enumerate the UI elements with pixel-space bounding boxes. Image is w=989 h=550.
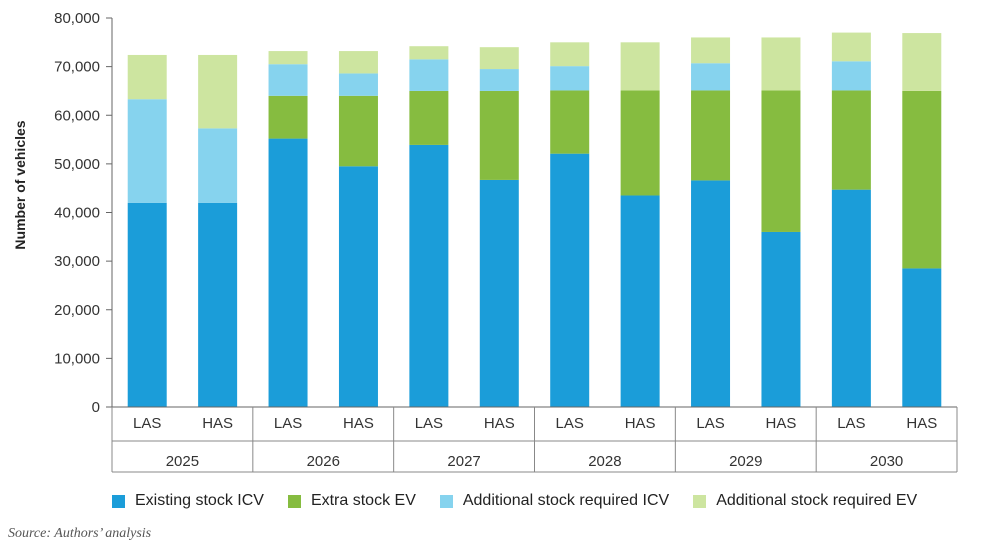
y-tick-label: 50,000 — [54, 156, 100, 173]
bar-segment — [831, 90, 871, 190]
legend-label: Extra stock EV — [310, 492, 416, 509]
y-tick-label: 10,000 — [54, 350, 100, 367]
bar-segment — [268, 64, 308, 96]
legend-item: Existing stock ICV — [112, 492, 264, 510]
x-group-label: 2028 — [588, 453, 621, 470]
y-tick-label: 30,000 — [54, 253, 100, 270]
legend-label: Additional stock required ICV — [462, 492, 670, 509]
x-group-label: 2029 — [729, 453, 762, 470]
bar-segment — [550, 42, 590, 67]
y-tick-label: 40,000 — [54, 205, 100, 222]
bar-segment — [198, 202, 238, 407]
bar-segment — [409, 90, 449, 145]
bar-segment — [409, 59, 449, 91]
bar-segment — [479, 47, 519, 70]
bar-segment — [761, 37, 801, 91]
x-category-label: LAS — [415, 415, 443, 432]
bar-segment — [691, 180, 731, 407]
legend-item: Additional stock required ICV — [439, 492, 670, 510]
legend-label: Existing stock ICV — [135, 492, 264, 509]
x-group-label: 2030 — [870, 453, 903, 470]
bar-segment — [268, 95, 308, 139]
bar-segment — [409, 46, 449, 60]
x-category-label: LAS — [837, 415, 865, 432]
x-category-label: HAS — [343, 415, 374, 432]
bar-segment — [127, 54, 167, 100]
bar-segment — [127, 202, 167, 407]
stacked-bar-chart: Number of vehicles 0 10,000 20,000 30,000 40… — [12, 10, 958, 473]
legend-swatch — [112, 494, 125, 508]
x-category-label: HAS — [766, 415, 797, 432]
bar-segment — [831, 189, 871, 407]
bar-segment — [127, 99, 167, 203]
x-category-label: HAS — [202, 415, 233, 432]
bar-segment — [409, 144, 449, 407]
x-group-label: 2027 — [447, 453, 480, 470]
bar-segment — [268, 138, 308, 407]
legend-swatch — [439, 494, 453, 508]
bar-segment — [550, 153, 590, 407]
bar-segment — [831, 61, 871, 91]
legend-item: Extra stock EV — [287, 492, 416, 510]
legend-swatch — [287, 494, 301, 508]
legend-swatch — [693, 494, 707, 508]
bar-segment — [902, 33, 942, 91]
bar-segment — [831, 32, 871, 62]
bar-segment — [902, 90, 942, 269]
x-category-label: LAS — [274, 415, 302, 432]
bar-segment — [268, 51, 308, 65]
x-group-label: 2026 — [307, 453, 340, 470]
bar-segment — [479, 69, 519, 91]
bar-segment — [691, 63, 731, 91]
legend-item: Additional stock required EV — [693, 492, 917, 510]
bar-segment — [761, 231, 801, 407]
y-tick-label: 0 — [92, 399, 100, 416]
y-tick-label: 20,000 — [54, 302, 100, 319]
x-category-label: LAS — [133, 415, 161, 432]
y-axis-ticks: 0 10,000 20,000 30,000 40,000 50,000 60,000 70,… — [54, 10, 113, 416]
x-category-label: LAS — [696, 415, 724, 432]
bar-segment — [691, 90, 731, 181]
x-category-label: HAS — [625, 415, 656, 432]
y-axis-title: Number of vehicles — [12, 120, 28, 249]
bar-segment — [761, 90, 801, 232]
legend: Existing stock ICV Extra stock EV Addition… — [112, 492, 941, 510]
bar-segment — [338, 95, 378, 167]
bar-segment — [338, 166, 378, 407]
bar-segment — [620, 90, 660, 196]
y-tick-label: 70,000 — [54, 59, 100, 76]
bar-segment — [479, 90, 519, 180]
source-note: Source: Authors’ analysis — [8, 526, 152, 541]
bar-segment — [479, 179, 519, 407]
bar-segment — [198, 54, 238, 129]
x-group-label: 2025 — [166, 453, 199, 470]
x-axis: LAS HAS LAS HAS LAS HAS LAS HAS LAS HAS LAS HAS 2025… — [111, 406, 958, 473]
bar-segment — [620, 195, 660, 407]
x-category-label: HAS — [906, 415, 937, 432]
x-category-label: LAS — [556, 415, 584, 432]
y-tick-label: 80,000 — [54, 10, 100, 27]
x-category-label: HAS — [484, 415, 515, 432]
bar-segment — [550, 66, 590, 91]
bar-segment — [691, 37, 731, 64]
bar-segment — [902, 268, 942, 407]
bar-segment — [620, 42, 660, 91]
legend-label: Additional stock required EV — [716, 492, 918, 509]
bar-segment — [198, 128, 238, 203]
bar-segment — [338, 73, 378, 96]
y-tick-label: 60,000 — [54, 107, 100, 124]
bar-segment — [550, 90, 590, 154]
bar-segment — [338, 51, 378, 74]
bars-group — [127, 32, 942, 407]
